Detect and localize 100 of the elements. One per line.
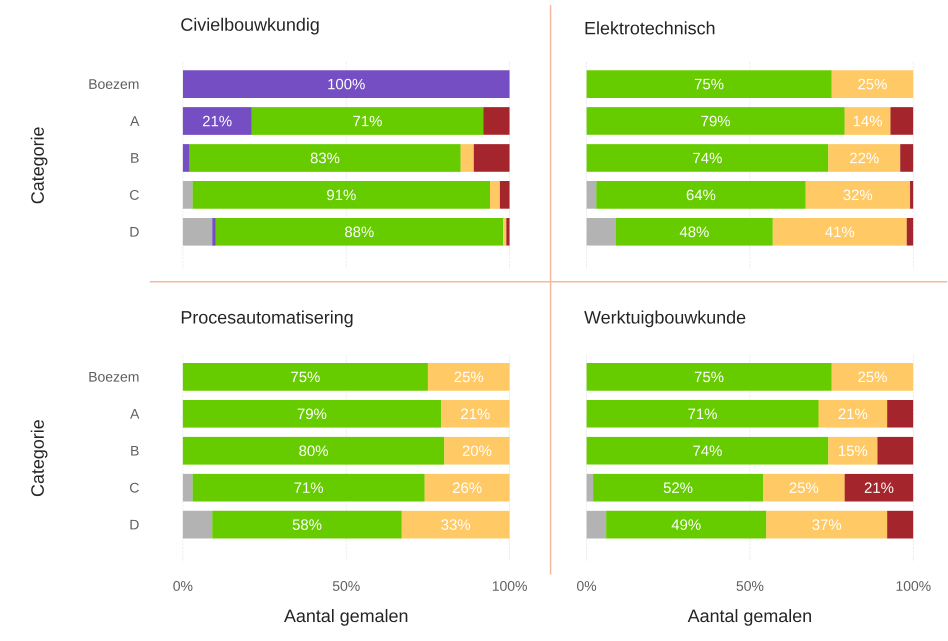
data-label: 21% bbox=[838, 408, 868, 419]
bar bbox=[910, 180, 914, 209]
data-label: 75% bbox=[694, 78, 724, 90]
bar bbox=[216, 218, 504, 246]
data-label: 20% bbox=[462, 445, 492, 456]
data-label: 79% bbox=[298, 408, 326, 419]
bar bbox=[192, 180, 490, 209]
y-tick-label: C bbox=[130, 190, 139, 200]
bar bbox=[251, 106, 484, 135]
y-tick-label: B bbox=[131, 152, 139, 163]
bar bbox=[844, 106, 890, 135]
bar bbox=[828, 144, 900, 172]
x-tick-label: 0% bbox=[577, 580, 596, 591]
bar bbox=[182, 362, 428, 390]
bar bbox=[483, 106, 510, 135]
data-label: 58% bbox=[292, 519, 322, 530]
bar bbox=[887, 400, 914, 428]
chart-title: Civielbouwkundig bbox=[181, 18, 319, 34]
chart-title: Werktuigbouwkunde bbox=[584, 310, 746, 327]
bar bbox=[182, 436, 444, 464]
bar bbox=[182, 218, 212, 246]
data-label: 25% bbox=[858, 78, 887, 90]
bar bbox=[586, 474, 594, 502]
bar bbox=[182, 70, 510, 98]
x-tick-label: 0% bbox=[173, 580, 192, 591]
bar bbox=[832, 70, 914, 98]
data-label: 25% bbox=[858, 371, 887, 382]
data-label: 80% bbox=[299, 445, 328, 456]
bar bbox=[906, 218, 914, 246]
data-label: 71% bbox=[294, 482, 324, 493]
data-label: 37% bbox=[812, 519, 842, 530]
x-tick-label: 100% bbox=[896, 580, 931, 591]
bar bbox=[586, 436, 828, 464]
bar bbox=[182, 180, 193, 209]
data-label: 71% bbox=[353, 116, 382, 126]
y-tick-label: D bbox=[130, 520, 139, 530]
bar bbox=[444, 436, 510, 464]
bar bbox=[616, 218, 773, 246]
bar bbox=[500, 180, 510, 209]
bar bbox=[474, 144, 510, 172]
bar bbox=[182, 144, 190, 172]
data-label: 48% bbox=[680, 226, 709, 237]
bar bbox=[887, 510, 914, 538]
bar bbox=[586, 180, 596, 209]
data-label: 25% bbox=[454, 371, 484, 382]
bar bbox=[586, 510, 606, 538]
y-tick-label: Boezem bbox=[89, 79, 138, 89]
chart-title: Procesautomatisering bbox=[182, 310, 352, 327]
bar bbox=[506, 218, 510, 246]
data-label: 22% bbox=[850, 152, 879, 163]
bar bbox=[828, 436, 878, 464]
data-label: 14% bbox=[854, 116, 882, 126]
y-tick-label: B bbox=[131, 446, 139, 456]
bar bbox=[212, 218, 216, 246]
bar bbox=[440, 400, 510, 428]
bar bbox=[772, 218, 907, 246]
bar bbox=[460, 144, 474, 172]
bar bbox=[606, 510, 766, 538]
data-label: 83% bbox=[310, 152, 340, 164]
data-label: 100% bbox=[328, 78, 365, 90]
bar bbox=[586, 400, 819, 428]
data-label: 79% bbox=[701, 116, 730, 126]
bar bbox=[596, 180, 806, 209]
data-label: 71% bbox=[688, 408, 717, 419]
bar bbox=[402, 510, 510, 538]
bar bbox=[424, 474, 510, 502]
y-tick-label: A bbox=[130, 408, 140, 418]
x-tick-label: 50% bbox=[736, 580, 764, 591]
y-axis-title: Categorie bbox=[30, 420, 48, 496]
data-label: 21% bbox=[461, 408, 490, 419]
bar bbox=[805, 180, 910, 209]
y-tick-label: D bbox=[130, 226, 139, 236]
y-tick-label: Boezem bbox=[89, 372, 138, 382]
bar bbox=[832, 362, 914, 390]
data-label: 74% bbox=[693, 152, 722, 163]
bar bbox=[182, 400, 441, 428]
data-label: 15% bbox=[839, 445, 868, 456]
bar bbox=[818, 400, 888, 428]
data-label: 33% bbox=[441, 519, 470, 530]
chart-title: Elektrotechnisch bbox=[586, 21, 714, 34]
data-label: 21% bbox=[202, 116, 232, 126]
x-tick-label: 50% bbox=[332, 580, 360, 591]
bar bbox=[189, 144, 461, 172]
bar bbox=[586, 144, 828, 172]
data-label: 64% bbox=[686, 189, 716, 200]
bar bbox=[890, 106, 914, 135]
bar bbox=[503, 218, 506, 246]
bar bbox=[586, 106, 845, 135]
bar bbox=[766, 510, 888, 538]
x-tick-label: 100% bbox=[492, 580, 527, 591]
data-label: 25% bbox=[790, 482, 818, 493]
data-label: 75% bbox=[291, 371, 320, 382]
data-label: 21% bbox=[864, 482, 894, 493]
bar bbox=[877, 436, 914, 464]
data-label: 88% bbox=[345, 226, 374, 237]
bar bbox=[593, 474, 763, 502]
data-label: 91% bbox=[327, 189, 356, 200]
data-label: 75% bbox=[694, 371, 724, 382]
bar bbox=[586, 70, 832, 98]
data-label: 41% bbox=[825, 226, 854, 237]
